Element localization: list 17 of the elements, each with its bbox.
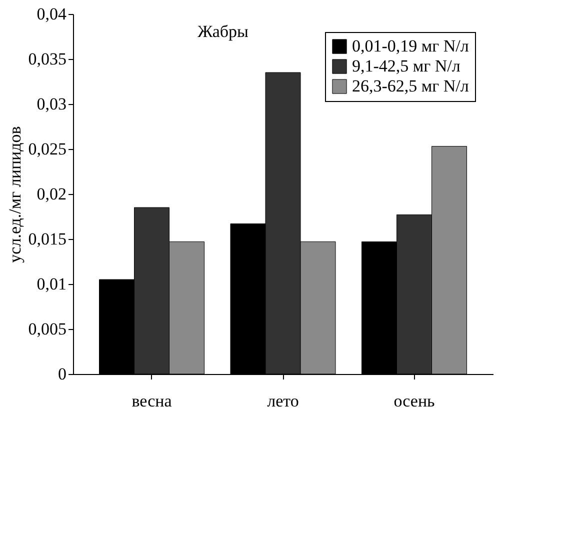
y-tick-label: 0,035: [28, 50, 66, 68]
legend-label: 0,01-0,19 мг N/л: [352, 36, 470, 56]
x-tick-label: осень: [394, 392, 436, 410]
x-tick-label: лето: [267, 392, 299, 410]
y-axis-title: усл.ед./мг липидов: [5, 126, 24, 263]
y-tick-label: 0,025: [28, 140, 66, 158]
legend-label: 26,3-62,5 мг N/л: [352, 76, 470, 96]
x-tick-label: весна: [132, 392, 172, 410]
chart-title: Жабры: [198, 22, 250, 41]
y-tick-label: 0,01: [36, 274, 66, 294]
y-tick-label: 0,02: [36, 184, 66, 204]
y-tick-label: 0,04: [36, 4, 67, 24]
legend-label: 9,1-42,5 мг N/л: [352, 56, 461, 76]
y-tick-label: 0,005: [28, 320, 66, 338]
y-tick-label: 0,015: [28, 230, 66, 248]
y-tick-label: 0: [58, 364, 66, 384]
y-tick-label: 0,03: [36, 94, 66, 114]
